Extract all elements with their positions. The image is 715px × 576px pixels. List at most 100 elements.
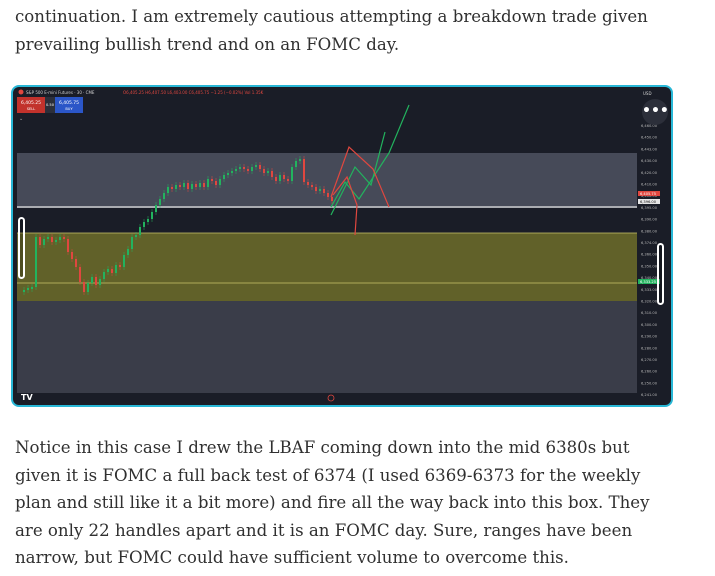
candle — [31, 287, 33, 289]
candle — [159, 199, 161, 205]
candle — [315, 187, 317, 191]
price-scale-label: 6,280.00 — [641, 346, 658, 350]
price-scale-label: 6,340.00 — [641, 276, 658, 280]
candle — [235, 169, 237, 171]
candle — [239, 167, 241, 169]
candle — [311, 185, 313, 187]
candle — [131, 237, 133, 249]
candle — [163, 193, 165, 199]
article-paragraph-top: continuation. I am extremely cautious at… — [15, 7, 648, 54]
candle — [63, 237, 65, 239]
candle — [43, 239, 45, 245]
candle — [255, 165, 257, 167]
candle — [331, 197, 333, 201]
candle — [127, 249, 129, 255]
price-scale-label: 6,350.00 — [641, 264, 658, 268]
candle — [27, 288, 29, 290]
price-scale-label: 6,260.00 — [641, 370, 658, 374]
price-scale-label: 6,420.00 — [641, 171, 658, 175]
candle — [307, 182, 309, 185]
candle — [67, 239, 69, 252]
lower-zone — [17, 301, 637, 393]
candle — [51, 237, 53, 242]
candle — [95, 277, 97, 285]
sell-button[interactable] — [17, 97, 45, 113]
candle — [327, 193, 329, 197]
candle — [219, 179, 221, 185]
price-scale[interactable]: 6,460.00 6,450.00 6,443.00 6,430.00 6,420.00… — [638, 124, 660, 397]
candle — [115, 265, 117, 273]
price-badge-label: 6,333.25 — [640, 280, 656, 284]
candle — [147, 219, 149, 222]
candle — [71, 252, 73, 259]
price-badge — [638, 199, 660, 204]
candle — [111, 269, 113, 273]
candle — [207, 179, 209, 187]
candle — [267, 171, 269, 173]
candle — [283, 175, 285, 179]
candle — [179, 185, 181, 187]
candle — [183, 183, 185, 187]
candle — [167, 187, 169, 193]
reset-icon[interactable] — [327, 394, 335, 402]
price-scale-label: 6,400.00 — [641, 194, 658, 198]
left-resize-handle[interactable] — [18, 217, 25, 279]
candle — [87, 283, 89, 292]
symbol-title[interactable]: S&P 500 E-mini Futures · 30 · CME — [26, 90, 95, 95]
ohlc-readout: O6,405.25 H6,407.50 L6,403.00 C6,405.75 … — [123, 90, 264, 95]
price-scale-label: 6,450.00 — [641, 136, 658, 140]
price-scale-label: 6,410.00 — [641, 183, 658, 187]
candle — [75, 259, 77, 267]
candle — [279, 175, 281, 181]
candle — [175, 185, 177, 189]
candle — [227, 173, 229, 175]
candle — [135, 235, 137, 237]
right-resize-handle[interactable] — [657, 243, 664, 305]
candle — [143, 222, 145, 227]
collapse-chevron-icon[interactable]: ⌄ — [19, 116, 23, 122]
price-scale-label: 6,310.00 — [641, 311, 658, 315]
green-projection-arrow-2 — [330, 131, 386, 216]
candle — [259, 165, 261, 169]
candle — [323, 189, 325, 193]
candle — [243, 167, 245, 169]
price-scale-label: 6,460.00 — [641, 124, 658, 128]
candle — [59, 237, 61, 240]
price-scale-label: 6,395.00 — [641, 206, 658, 210]
candle — [151, 212, 153, 219]
candle — [251, 167, 253, 171]
candle — [199, 183, 201, 187]
candle — [107, 269, 109, 272]
candle — [299, 159, 301, 161]
candle — [47, 237, 49, 239]
price-badge — [638, 191, 660, 196]
price-scale-label: 6,380.00 — [641, 229, 658, 233]
candle — [83, 282, 85, 292]
candle — [319, 189, 321, 191]
candle — [275, 177, 277, 181]
currency-label: USD — [643, 91, 652, 96]
price-badge-label: 6,396.00 — [640, 200, 657, 204]
candle — [291, 167, 293, 181]
price-badge-label: 6,405.75 — [640, 192, 656, 196]
price-scale-label: 6,430.00 — [641, 159, 658, 163]
candle — [211, 179, 213, 181]
candle — [103, 272, 105, 279]
candle — [99, 279, 101, 285]
chart-screenshot[interactable]: 6,405.25 SELL 0.50 6,405.75 BUY S&P 500 … — [11, 85, 673, 407]
price-scale-label: 6,241.00 — [641, 393, 658, 397]
candle — [295, 161, 297, 167]
price-scale-label: 6,390.00 — [641, 218, 658, 222]
tv-logo: TV — [21, 393, 33, 402]
price-badge — [638, 279, 660, 284]
price-scale-label: 6,333.00 — [641, 288, 658, 292]
price-scale-label: 6,320.00 — [641, 300, 658, 304]
candle — [215, 181, 217, 185]
candle — [35, 237, 37, 287]
buy-label: BUY — [65, 107, 73, 111]
candle — [139, 227, 141, 235]
more-options-button[interactable]: ••• — [642, 99, 669, 125]
buy-button[interactable] — [55, 97, 83, 113]
candle — [39, 237, 41, 245]
price-scale-label: 6,443.00 — [641, 147, 658, 151]
